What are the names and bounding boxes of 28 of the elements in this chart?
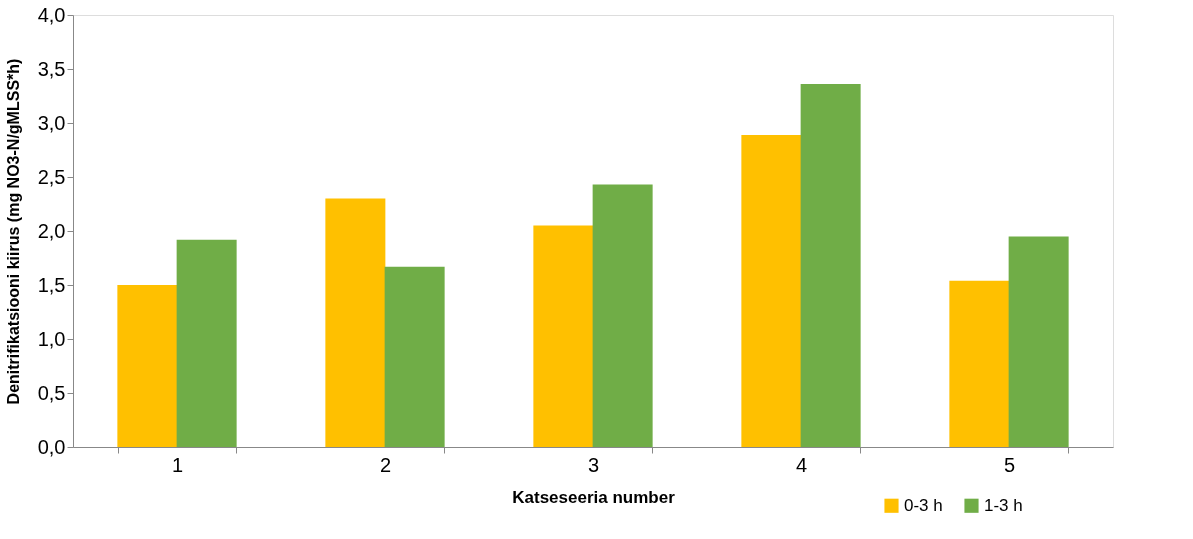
legend-label: 0-3 h: [904, 495, 943, 515]
x-axis-title: Katseseeria number: [512, 487, 676, 507]
x-tick-label: 3: [587, 453, 600, 476]
bar: [800, 84, 861, 447]
y-tick-label: 2,0: [37, 219, 66, 242]
bar: [1008, 236, 1069, 447]
x-tick-label: 2: [379, 453, 392, 476]
x-tick-label: 4: [795, 453, 808, 476]
y-axis-title: Denitrifikatsiooni kiirus (mg NO3-N/gMLSS*h): [4, 58, 22, 405]
bar: [533, 225, 594, 447]
bar: [592, 184, 653, 447]
bar: [949, 280, 1010, 447]
y-tick-label: 0,0: [37, 435, 66, 458]
y-tick-label: 1,5: [37, 273, 66, 296]
x-tick-label: 5: [1003, 453, 1016, 476]
x-tick-label: 1: [171, 453, 184, 476]
legend-label: 1-3 h: [984, 495, 1023, 515]
bar: [117, 285, 178, 447]
y-tick-label: 1,0: [37, 327, 66, 350]
y-tick-label: 2,5: [37, 165, 66, 188]
y-tick-label: 3,5: [37, 57, 66, 80]
bar: [741, 134, 802, 447]
bar: [176, 239, 237, 447]
y-tick-label: 3,0: [37, 111, 66, 134]
bar: [384, 266, 445, 447]
y-tick-label: 0,5: [37, 381, 66, 404]
bar: [325, 198, 386, 447]
y-tick-label: 4,0: [37, 3, 66, 26]
